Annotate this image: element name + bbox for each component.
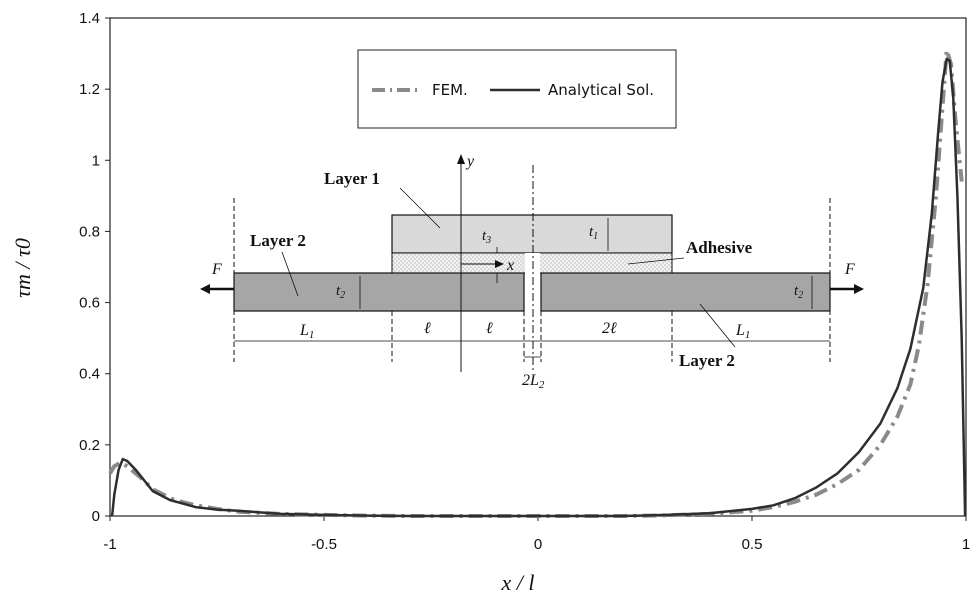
force-left-arrowhead <box>200 284 210 294</box>
inset-x-label: x <box>506 257 514 274</box>
x-tick-label: 1 <box>962 536 970 553</box>
L1-right-label: L1 <box>735 322 750 341</box>
x-tick-label: -1 <box>103 536 116 553</box>
y-axis-ticks: 0 0.2 0.4 0.6 0.8 1 1.2 1.4 <box>79 10 110 525</box>
legend-label-analytical: Analytical Sol. <box>548 81 654 99</box>
ell-2-label: ℓ <box>486 320 493 337</box>
inset-y-arrowhead <box>457 154 465 164</box>
layer2-left-label: Layer 2 <box>250 231 306 250</box>
x-axis-title: x / l <box>501 570 535 595</box>
t3-label: t3 <box>482 228 491 246</box>
series-layer <box>108 48 967 518</box>
t1-label: t1 <box>589 224 598 242</box>
x-tick-label: -0.5 <box>311 536 337 553</box>
legend-label-fem: FEM. <box>432 81 468 99</box>
layer2-right-label: Layer 2 <box>679 351 735 370</box>
adhesive-leader <box>627 257 685 265</box>
legend: FEM. Analytical Sol. <box>357 49 677 129</box>
layer2-right-leader <box>699 303 736 348</box>
y-tick-label: 1.4 <box>79 10 100 27</box>
layer1-label: Layer 1 <box>324 169 380 188</box>
two-ell-label: 2ℓ <box>602 320 617 337</box>
y-tick-label: 1.2 <box>79 81 100 98</box>
force-right-arrowhead <box>854 284 864 294</box>
x-tick-label: 0 <box>534 536 542 553</box>
t2-left-label: t2 <box>336 283 345 301</box>
layer1-plate <box>391 214 673 254</box>
layer2-right-plate <box>540 272 831 312</box>
ell-1-label: ℓ <box>424 320 431 337</box>
y-tick-label: 0 <box>92 508 100 525</box>
y-tick-label: 0.6 <box>79 295 100 312</box>
layer1-leader <box>399 187 441 229</box>
x-axis-ticks: -1 -0.5 0 0.5 1 <box>103 516 970 553</box>
y-tick-label: 0.8 <box>79 223 100 240</box>
t2-right-label: t2 <box>794 283 803 301</box>
x-tick-label: 0.5 <box>742 536 763 553</box>
adhesive-label: Adhesive <box>686 238 753 257</box>
y-axis-title: τm / τ0 <box>10 238 35 298</box>
series-line-analytical <box>110 57 967 518</box>
inset-y-label: y <box>465 153 475 170</box>
series-line-fem <box>108 48 964 518</box>
y-tick-label: 0.2 <box>79 437 100 454</box>
force-right-label: F <box>844 261 855 278</box>
layer2-left-leader <box>281 251 299 297</box>
twoL2-label: 2L2 <box>522 372 545 391</box>
inset-schematic: y x F F Layer 1 Layer 2 Adhesive Layer 2… <box>200 153 864 391</box>
L1-left-label: L1 <box>299 322 314 341</box>
force-left-label: F <box>211 261 222 278</box>
layer2-left-plate <box>233 272 525 312</box>
inset-x-arrowhead <box>495 260 504 268</box>
y-tick-label: 1 <box>92 152 100 169</box>
y-tick-label: 0.4 <box>79 366 100 383</box>
